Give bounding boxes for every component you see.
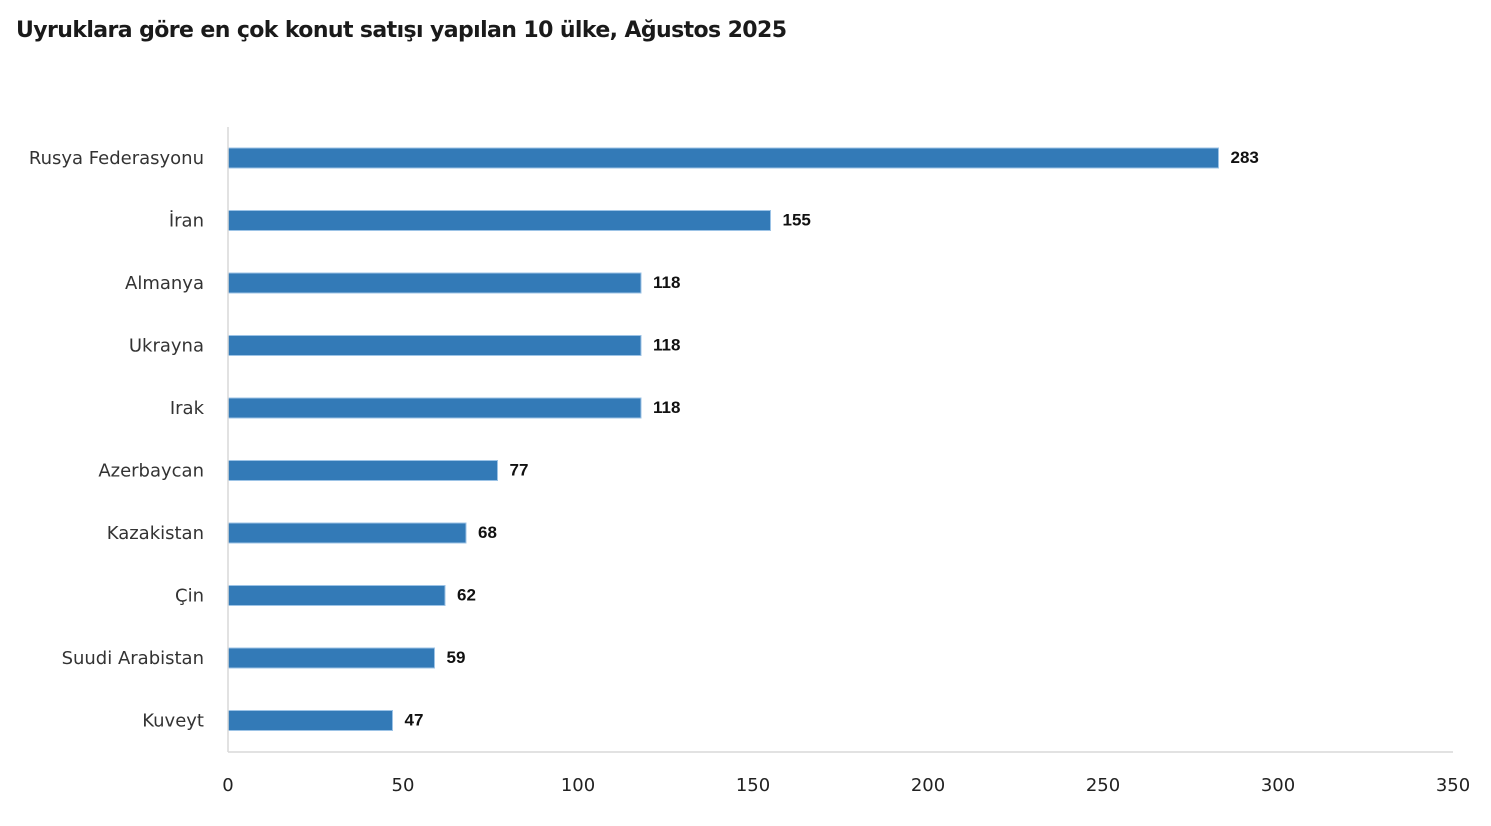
x-tick-label: 50 bbox=[392, 775, 415, 796]
value-label: 77 bbox=[510, 461, 529, 480]
value-label: 68 bbox=[478, 523, 497, 542]
bars-group bbox=[227, 147, 1219, 731]
value-label: 59 bbox=[447, 648, 466, 667]
bar bbox=[227, 647, 435, 669]
category-label: Suudi Arabistan bbox=[62, 648, 204, 669]
category-label: Almanya bbox=[125, 273, 204, 294]
bar bbox=[227, 710, 393, 731]
category-label: Kazakistan bbox=[107, 523, 204, 544]
category-label: Rusya Federasyonu bbox=[29, 148, 204, 169]
x-tick-label: 150 bbox=[736, 775, 770, 796]
category-labels: Rusya Federasyonu İran Almanya Ukrayna Irak A… bbox=[29, 148, 205, 732]
category-label: Ukrayna bbox=[129, 336, 204, 357]
x-tick-labels: 0 50 100 150 200 250 300 350 bbox=[222, 775, 1470, 796]
category-label: İran bbox=[169, 211, 204, 232]
x-tick-label: 100 bbox=[561, 775, 595, 796]
category-label: Azerbaycan bbox=[98, 461, 204, 482]
bar bbox=[227, 147, 1219, 169]
value-labels: 283 155 118 118 118 77 68 62 59 47 bbox=[405, 148, 1259, 730]
value-label: 118 bbox=[653, 336, 680, 355]
x-tick-label: 250 bbox=[1086, 775, 1120, 796]
category-label: Irak bbox=[170, 398, 205, 419]
bar bbox=[227, 585, 446, 606]
bar bbox=[227, 522, 467, 544]
bar bbox=[227, 397, 642, 419]
value-label: 62 bbox=[457, 586, 476, 605]
value-label: 283 bbox=[1231, 148, 1259, 167]
value-label: 118 bbox=[653, 398, 680, 417]
x-tick-label: 300 bbox=[1261, 775, 1295, 796]
bar bbox=[227, 210, 771, 231]
x-tick-label: 350 bbox=[1436, 775, 1470, 796]
category-label: Kuveyt bbox=[142, 711, 204, 732]
bar bbox=[227, 335, 642, 356]
bar bbox=[227, 460, 498, 481]
x-tick-label: 200 bbox=[911, 775, 945, 796]
value-label: 118 bbox=[653, 273, 680, 292]
category-label: Çin bbox=[175, 586, 204, 607]
x-tick-label: 0 bbox=[222, 775, 233, 796]
chart-title: Uyruklara göre en çok konut satışı yapıl… bbox=[16, 18, 787, 43]
value-label: 47 bbox=[405, 711, 424, 730]
value-label: 155 bbox=[783, 211, 811, 230]
bar bbox=[227, 272, 642, 294]
